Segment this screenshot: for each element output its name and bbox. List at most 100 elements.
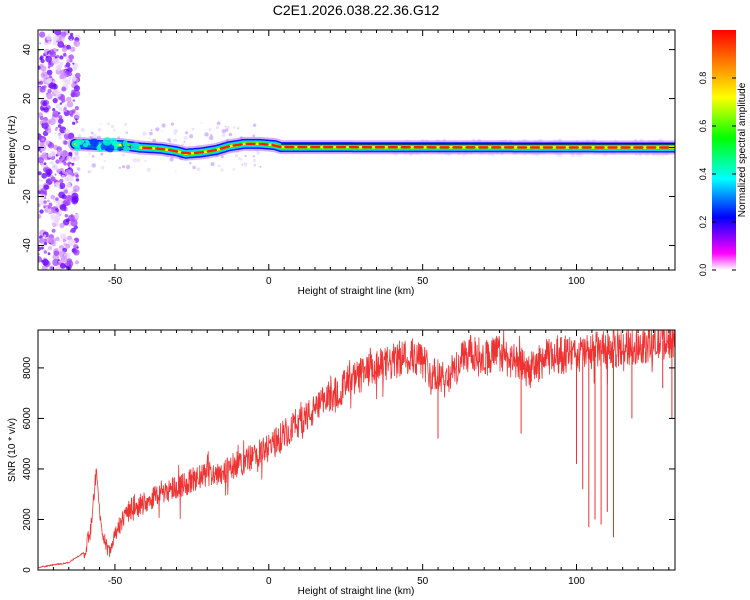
noise-speckle (49, 82, 57, 90)
spectrogram-x-tick-label: -50 (108, 276, 123, 287)
noise-speckle (232, 168, 235, 171)
noise-speckle (100, 123, 102, 125)
noise-speckle (100, 152, 104, 156)
noise-speckle (75, 174, 79, 178)
noise-speckle (61, 46, 68, 53)
noise-speckle (73, 41, 77, 45)
noise-speckle (46, 119, 52, 125)
noise-speckle (65, 186, 69, 189)
noise-speckle (51, 219, 59, 228)
noise-speckle (54, 182, 60, 188)
noise-speckle (52, 108, 56, 112)
noise-speckle (125, 131, 128, 134)
noise-speckle (41, 172, 48, 179)
noise-speckle (233, 126, 236, 129)
noise-speckle (42, 125, 45, 128)
noise-speckle (191, 127, 195, 131)
noise-speckle (72, 99, 76, 102)
spectrogram-panel: -50 0 50 100 -40 -20 0 20 40 Height of straight… (7, 29, 676, 297)
noise-speckle (73, 249, 80, 256)
noise-speckle (40, 58, 45, 64)
spectrogram-x-tick-label: 100 (568, 276, 585, 287)
spectrogram-x-axis-label: Height of straight line (km) (298, 286, 415, 297)
colorbar-tick-label: 0.2 (698, 216, 708, 229)
noise-speckle (60, 72, 67, 79)
noise-speckle (75, 115, 80, 120)
noise-speckle (64, 214, 69, 218)
noise-speckle (59, 102, 63, 105)
noise-speckle (73, 118, 76, 121)
noise-speckle (210, 162, 215, 167)
noise-speckle (256, 151, 261, 155)
noise-speckle (59, 204, 67, 211)
noise-speckle (91, 163, 97, 168)
noise-speckle (200, 122, 203, 124)
ridge-blob (82, 143, 89, 148)
noise-speckle (63, 52, 67, 57)
colorbar: 0.0 0.2 0.4 0.6 0.8 Normalized spectral ampl… (698, 30, 748, 276)
snr-x-tick-label: 50 (417, 576, 429, 587)
noise-speckle (54, 173, 57, 176)
noise-speckle (125, 164, 131, 170)
noise-speckle (189, 162, 192, 165)
noise-speckle (52, 259, 60, 266)
noise-speckle (38, 171, 42, 176)
noise-speckle (175, 170, 177, 173)
noise-speckle (76, 167, 81, 171)
noise-speckle (97, 128, 102, 132)
noise-speckle (252, 155, 255, 158)
noise-speckle (58, 115, 63, 120)
noise-speckle (49, 51, 57, 58)
noise-speckle (124, 122, 127, 126)
noise-speckle (58, 136, 62, 140)
noise-speckle (225, 128, 229, 132)
noise-speckle (40, 150, 42, 153)
spectrogram-y-ticks: -40 -20 0 20 40 (22, 44, 675, 253)
noise-speckle (46, 172, 51, 177)
noise-speckle (88, 152, 91, 155)
noise-speckle (43, 234, 47, 237)
noise-speckle (41, 85, 45, 90)
noise-speckle (62, 107, 68, 113)
noise-speckle (75, 72, 81, 79)
spectrogram-y-tick-label: -40 (22, 238, 33, 253)
snr-y-tick-label: 8000 (22, 356, 33, 379)
noise-speckle (39, 209, 44, 214)
noise-speckle (38, 256, 42, 263)
noise-speckle (56, 206, 59, 209)
noise-speckle (217, 164, 221, 168)
noise-speckle (50, 266, 53, 270)
noise-speckle (74, 213, 80, 219)
noise-speckle (47, 206, 51, 209)
noise-speckle (64, 128, 70, 135)
noise-speckle (46, 78, 53, 84)
snr-panel: -50 0 50 100 0 2000 4000 6000 8000 Height of st… (7, 329, 676, 597)
spectrogram-y-tick-label: 40 (22, 44, 33, 56)
noise-speckle (124, 130, 127, 133)
noise-speckle (46, 69, 53, 76)
noise-speckle (59, 262, 66, 269)
noise-speckle (52, 41, 57, 46)
noise-speckle (72, 240, 76, 244)
noise-speckle (75, 178, 80, 182)
noise-speckle (47, 153, 53, 159)
noise-speckle (61, 174, 65, 179)
noise-speckle (38, 246, 42, 252)
noise-speckle (183, 140, 186, 143)
noise-speckle (72, 185, 80, 193)
noise-speckle (42, 119, 47, 124)
noise-speckle (74, 106, 80, 111)
noise-speckle (47, 65, 51, 69)
noise-speckle (38, 177, 41, 182)
noise-speckle (74, 81, 77, 84)
noise-speckle (183, 135, 188, 140)
noise-speckle (43, 162, 47, 166)
noise-speckle (168, 140, 172, 143)
noise-speckle (74, 260, 80, 265)
noise-speckle (38, 214, 42, 219)
noise-speckle (41, 138, 45, 142)
snr-x-axis-label: Height of straight line (km) (298, 586, 415, 597)
noise-speckle (59, 42, 63, 45)
ridge-peak (167, 148, 179, 153)
noise-speckle (52, 35, 59, 42)
